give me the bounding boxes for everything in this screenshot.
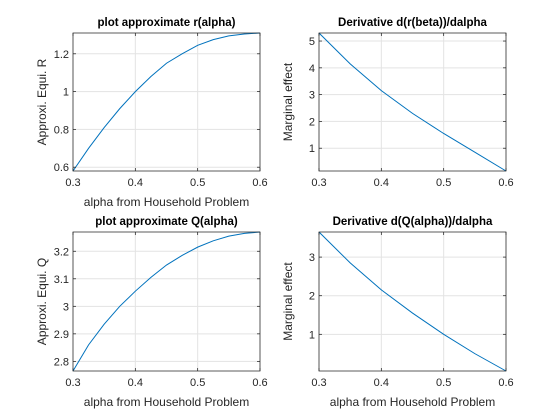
chart-0-xtick-label-3: 0.6 xyxy=(252,177,267,189)
chart-1-series-line-0 xyxy=(318,32,507,172)
chart-1-xtick-label-0: 0.3 xyxy=(311,177,326,189)
chart-0-plot-area xyxy=(73,33,260,171)
chart-1-ytick-label-2: 3 xyxy=(309,90,315,102)
chart-0-xtick-label-2: 0.5 xyxy=(190,177,205,189)
chart-2-plot-area xyxy=(73,232,260,371)
chart-1-xtick-label-3: 0.6 xyxy=(498,177,513,189)
chart-1-xtick-label-2: 0.5 xyxy=(436,177,451,189)
chart-3-xtick-label-3: 0.6 xyxy=(498,377,513,389)
chart-2-title: plot approximate Q(alpha) xyxy=(95,216,238,228)
chart-3-xtick-label-0: 0.3 xyxy=(311,377,326,389)
chart-2-series-line-0 xyxy=(72,231,261,372)
chart-3-xlabel: alpha from Household Problem xyxy=(330,395,495,409)
chart-2-xtick-label-2: 0.5 xyxy=(190,377,205,389)
subplot-derivative-r: 0.3 0.4 0.5 0.6 1 2 3 4 5 Derivative d(r(beta))/d… xyxy=(281,17,514,189)
chart-2-xtick-label-3: 0.6 xyxy=(252,377,267,389)
chart-3-ytick-label-2: 3 xyxy=(309,252,315,264)
chart-3-ytick-label-0: 1 xyxy=(309,329,315,341)
chart-2-ylabel: Approxi. Equi. Q xyxy=(35,258,49,345)
chart-1-axes-box xyxy=(318,32,507,172)
chart-3-xtick-label-1: 0.4 xyxy=(374,377,389,389)
chart-0-ytick-label-3: 1.2 xyxy=(54,49,69,61)
chart-2-ytick-label-1: 2.9 xyxy=(54,329,69,341)
chart-0-xtick-label-1: 0.4 xyxy=(128,177,143,189)
chart-2-xtick-label-0: 0.3 xyxy=(65,377,80,389)
chart-3-ytick-label-1: 2 xyxy=(309,291,315,303)
chart-0-ytick-label-2: 1 xyxy=(63,87,69,99)
chart-0-ylabel: Approxi. Equi. R xyxy=(35,58,49,145)
chart-0-ytick-label-1: 0.8 xyxy=(54,124,69,136)
chart-3-axes-box xyxy=(318,231,507,372)
subplot-q-alpha: 0.3 0.4 0.5 0.6 2.8 2.9 3 3.1 3.2 plot approximat… xyxy=(35,216,268,409)
chart-0-title: plot approximate r(alpha) xyxy=(97,17,235,29)
subplot-derivative-q: 0.3 0.4 0.5 0.6 1 2 3 Derivative d(Q(alpha))/da… xyxy=(281,216,514,409)
chart-1-title: Derivative d(r(beta))/dalpha xyxy=(338,17,487,29)
chart-0-series-line-0 xyxy=(72,32,261,172)
chart-0-ytick-label-0: 0.6 xyxy=(54,162,69,174)
chart-1-xtick-label-1: 0.4 xyxy=(374,177,389,189)
chart-1-plot-area xyxy=(319,33,506,171)
chart-2-ytick-label-3: 3.1 xyxy=(54,274,69,286)
chart-2-axes-box xyxy=(72,231,261,372)
chart-0-axes-box xyxy=(72,32,261,172)
chart-1-ytick-label-0: 1 xyxy=(309,143,315,155)
chart-1-ylabel: Marginal effect xyxy=(281,62,295,141)
chart-3-xtick-label-2: 0.5 xyxy=(436,377,451,389)
chart-2-xlabel: alpha from Household Problem xyxy=(84,395,249,409)
chart-2-ytick-label-4: 3.2 xyxy=(54,246,69,258)
chart-1-ytick-label-3: 4 xyxy=(309,63,315,75)
chart-2-xtick-label-1: 0.4 xyxy=(128,377,143,389)
subplot-r-alpha: 0.3 0.4 0.5 0.6 0.6 0.8 1 1.2 plot approximate r… xyxy=(35,17,268,209)
chart-0-xtick-label-0: 0.3 xyxy=(65,177,80,189)
chart-3-title: Derivative d(Q(alpha))/dalpha xyxy=(333,216,493,228)
chart-1-ytick-label-4: 5 xyxy=(309,36,315,48)
chart-1-ytick-label-1: 2 xyxy=(309,116,315,128)
chart-3-series-line-0 xyxy=(318,231,507,372)
chart-2-ytick-label-0: 2.8 xyxy=(54,356,69,368)
chart-3-ylabel: Marginal effect xyxy=(281,262,295,341)
chart-0-xlabel: alpha from Household Problem xyxy=(84,195,249,209)
chart-2-ytick-label-2: 3 xyxy=(63,301,69,313)
chart-3-plot-area xyxy=(319,232,506,371)
